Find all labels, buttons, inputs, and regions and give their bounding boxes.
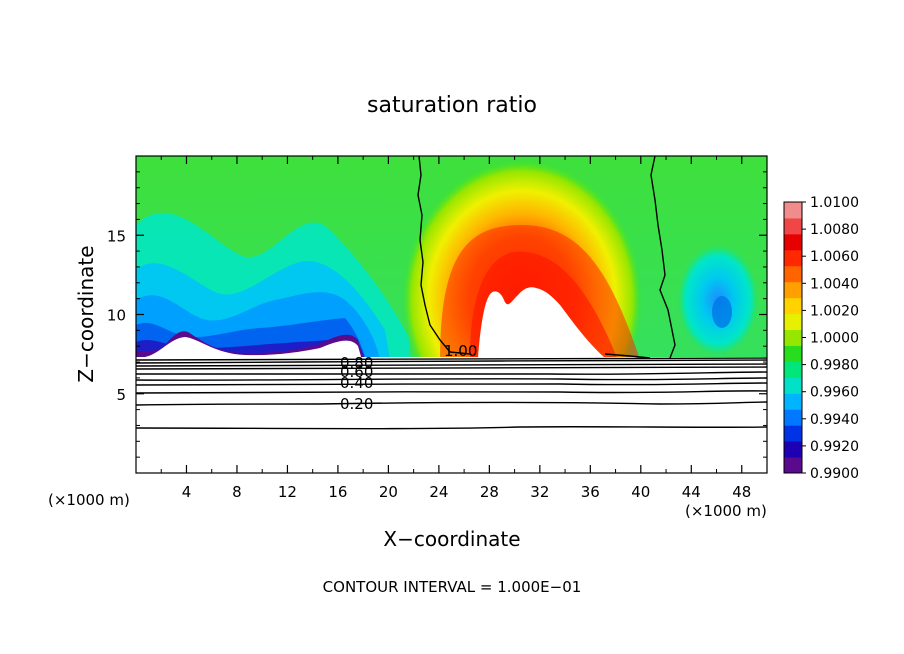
contour-1.00-left bbox=[417, 155, 451, 353]
colorbar-swatch bbox=[784, 441, 802, 458]
y-tick-label: 5 bbox=[116, 386, 126, 404]
plot-field bbox=[136, 156, 767, 473]
colorbar-tick-label: 0.9940 bbox=[810, 412, 859, 428]
contour-lines bbox=[135, 155, 768, 430]
contour-label-0.40: 0.40 bbox=[340, 374, 373, 392]
colorbar-swatch bbox=[784, 233, 802, 251]
colorbar-tick-label: 1.0060 bbox=[810, 249, 859, 265]
subsaturated-region bbox=[136, 212, 410, 360]
colorbar-swatch bbox=[784, 361, 802, 378]
colorbar-tick-label: 0.9920 bbox=[810, 439, 859, 455]
contour-label-0.60: 0.60 bbox=[340, 363, 373, 381]
chart-title: saturation ratio bbox=[367, 93, 537, 118]
x-tick-label: 4 bbox=[182, 483, 192, 501]
y-axis-label: Z−coordinate bbox=[74, 245, 98, 382]
colorbar-tick-label: 1.0020 bbox=[810, 303, 859, 319]
colorbar-swatch bbox=[784, 345, 802, 362]
contour-label-0.80: 0.80 bbox=[340, 354, 373, 372]
colorbar-swatch bbox=[784, 202, 802, 219]
colorbar-swatch bbox=[784, 217, 802, 235]
contour-1.00-surface bbox=[604, 353, 651, 359]
x-tick-label: 8 bbox=[232, 483, 242, 501]
x-tick-label: 44 bbox=[682, 483, 701, 501]
colorbar-tick-label: 1.0040 bbox=[810, 276, 859, 292]
colorbar: 0.9900 0.9920 0.9940 0.9960 0.9980 1.0000 1.00… bbox=[783, 195, 859, 482]
colorbar-swatch bbox=[784, 249, 802, 267]
x-tick-label: 28 bbox=[480, 483, 499, 501]
colorbar-swatch bbox=[784, 265, 802, 283]
subsurface-region bbox=[136, 357, 767, 473]
contour-1.00-surface-left bbox=[449, 351, 471, 355]
x-unit-right: (×1000 m) bbox=[685, 502, 767, 520]
contour-1.00-right bbox=[650, 155, 676, 359]
x-tick-label: 36 bbox=[581, 483, 600, 501]
y-axis: 5 10 15 bbox=[107, 171, 767, 458]
colorbar-tick-label: 0.9980 bbox=[810, 358, 859, 374]
x-axis-label: X−coordinate bbox=[383, 527, 520, 551]
colorbar-swatch bbox=[784, 409, 802, 426]
colorbar-swatch bbox=[784, 425, 802, 442]
x-axis: 4 8 12 16 20 24 28 32 36 40 44 48 bbox=[160, 156, 751, 501]
colorbar-swatch bbox=[784, 377, 802, 394]
y-tick-label: 15 bbox=[107, 227, 126, 245]
contour-label-0.20: 0.20 bbox=[340, 395, 373, 413]
colorbar-tick-label: 0.9900 bbox=[810, 466, 859, 482]
contour-interval-note: CONTOUR INTERVAL = 1.000E−01 bbox=[323, 578, 582, 596]
cutoff-region bbox=[478, 287, 605, 358]
x-tick-label: 20 bbox=[379, 483, 398, 501]
colorbar-tick-label: 1.0100 bbox=[810, 195, 859, 211]
colorbar-tick-label: 1.0000 bbox=[810, 331, 859, 347]
x-tick-label: 16 bbox=[328, 483, 347, 501]
y-tick-label: 10 bbox=[107, 307, 126, 325]
x-tick-label: 12 bbox=[278, 483, 297, 501]
colorbar-swatch bbox=[784, 297, 802, 315]
colorbar-tick-label: 1.0080 bbox=[810, 222, 859, 238]
x-tick-label: 24 bbox=[429, 483, 448, 501]
contour-label-1.00: 1.00 bbox=[444, 342, 477, 360]
x-tick-label: 32 bbox=[530, 483, 549, 501]
contour-labels: 1.00 0.80 0.60 0.40 0.20 bbox=[340, 342, 477, 413]
colorbar-swatch bbox=[784, 329, 802, 346]
x-tick-label: 48 bbox=[732, 483, 751, 501]
colorbar-swatch bbox=[784, 457, 802, 474]
colorbar-swatch bbox=[784, 281, 802, 299]
colorbar-swatch bbox=[784, 313, 802, 331]
x-tick-label: 40 bbox=[631, 483, 650, 501]
colorbar-swatch bbox=[784, 393, 802, 410]
x-unit-left: (×1000 m) bbox=[48, 491, 130, 509]
colorbar-tick-label: 0.9960 bbox=[810, 385, 859, 401]
